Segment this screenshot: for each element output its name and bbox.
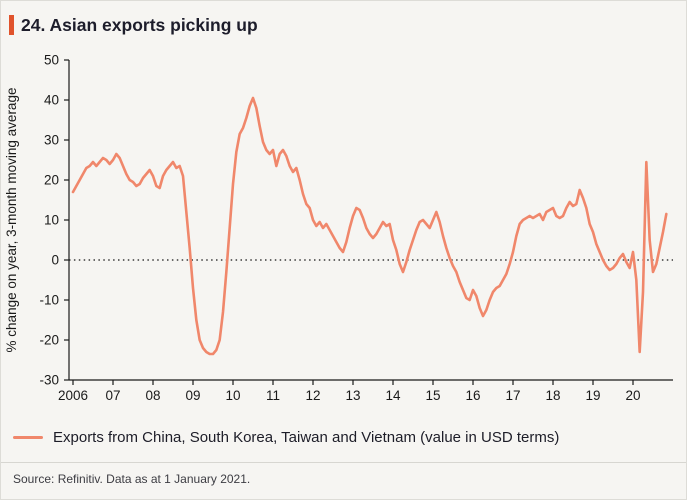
y-tick-label: 50: [44, 53, 59, 68]
x-tick-label: 16: [465, 388, 480, 403]
x-tick-label: 08: [145, 388, 160, 403]
x-tick-label: 13: [345, 388, 360, 403]
x-tick-label: 07: [105, 388, 120, 403]
exports-series-line: [71, 96, 668, 356]
x-tick-label: 19: [585, 388, 600, 403]
x-tick-label: 09: [185, 388, 200, 403]
y-tick-label: 20: [44, 173, 59, 188]
x-tick-label: 20: [625, 388, 640, 403]
title-row: 24. Asian exports picking up: [1, 1, 686, 38]
y-axis-label: % change on year, 3-month moving average: [4, 88, 19, 353]
y-tick-label: -20: [39, 333, 59, 348]
source-text: Source: Refinitiv. Data as at 1 January …: [13, 472, 251, 486]
title-accent-bar: [9, 15, 14, 35]
x-tick-label: 2006: [58, 388, 88, 403]
chart-legend: Exports from China, South Korea, Taiwan …: [1, 413, 686, 446]
y-tick-label: 10: [44, 213, 59, 228]
y-tick-label: 30: [44, 133, 59, 148]
x-tick-label: 18: [545, 388, 560, 403]
legend-line-marker: [13, 435, 43, 440]
x-tick-label: 17: [505, 388, 520, 403]
x-tick-label: 14: [385, 388, 401, 403]
y-tick-label: 40: [44, 93, 59, 108]
x-tick-label: 10: [225, 388, 240, 403]
chart-title: 24. Asian exports picking up: [21, 15, 258, 35]
chart-area: 50 40 30 20 10 0 -10 -20 -30 2006 07 08 09 10 11 12 13 14…: [1, 46, 686, 413]
x-tick-label: 15: [425, 388, 440, 403]
y-tick-label: -10: [39, 293, 59, 308]
legend-label: Exports from China, South Korea, Taiwan …: [53, 429, 560, 446]
y-tick-label: -30: [39, 373, 59, 388]
y-tick-label: 0: [51, 253, 59, 268]
x-tick-label: 12: [305, 388, 320, 403]
source-footer: Source: Refinitiv. Data as at 1 January …: [1, 462, 686, 499]
x-tick-label: 11: [266, 388, 280, 403]
